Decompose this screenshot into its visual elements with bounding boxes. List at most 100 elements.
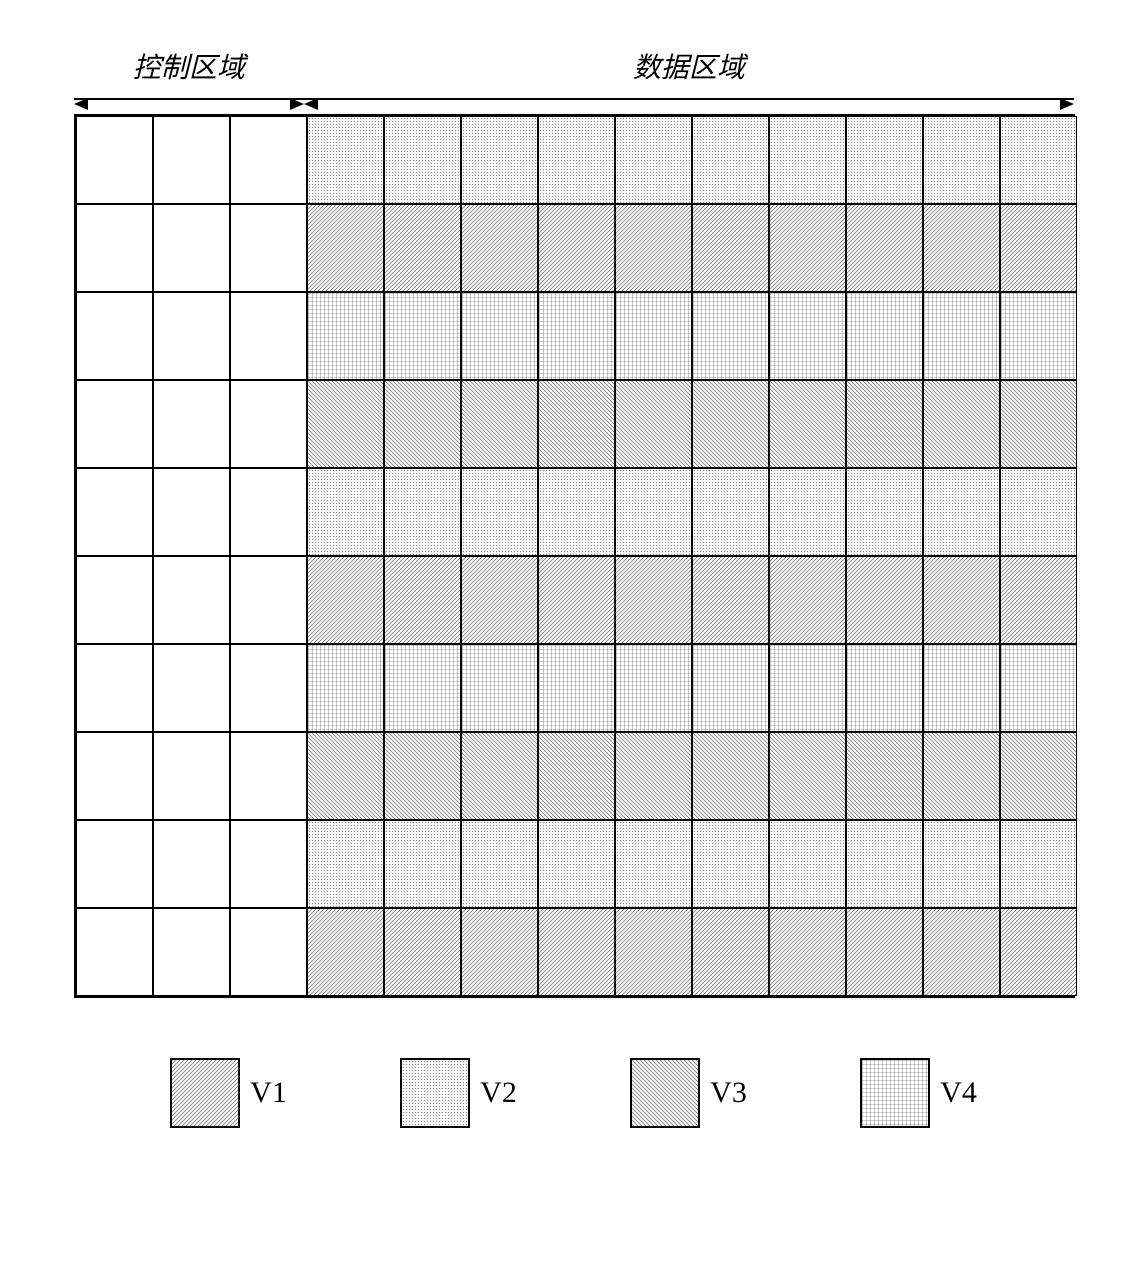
v1-pattern-fill xyxy=(847,205,922,291)
data-cell xyxy=(846,908,923,996)
v2-pattern-fill xyxy=(308,821,383,907)
v3-pattern-fill xyxy=(539,381,614,467)
v2-pattern-fill xyxy=(770,821,845,907)
data-cell xyxy=(384,292,461,380)
data-cell xyxy=(769,908,846,996)
v2-pattern-fill xyxy=(847,117,922,203)
data-cell xyxy=(846,644,923,732)
arrow-line xyxy=(74,98,305,100)
v1-pattern-fill xyxy=(770,557,845,643)
legend-label: V3 xyxy=(710,1076,747,1110)
data-cell xyxy=(538,908,615,996)
v4-pattern-fill xyxy=(462,645,537,731)
legend-item-v2: V2 xyxy=(400,1058,517,1128)
data-cell xyxy=(692,468,769,556)
v1-pattern-fill xyxy=(308,909,383,995)
data-cell xyxy=(615,292,692,380)
v2-pattern-fill xyxy=(462,469,537,555)
data-cell xyxy=(307,556,384,644)
data-cell xyxy=(461,820,538,908)
data-cell xyxy=(923,204,1000,292)
data-cell xyxy=(461,732,538,820)
data-region-header: 数据区域 xyxy=(304,40,1073,106)
data-cell xyxy=(923,908,1000,996)
data-cell xyxy=(538,820,615,908)
data-cell xyxy=(692,116,769,204)
v1-pattern-fill xyxy=(462,557,537,643)
data-cell xyxy=(384,644,461,732)
v1-pattern-fill xyxy=(385,557,460,643)
arrow-head-right xyxy=(290,98,304,110)
v3-pattern-fill xyxy=(539,733,614,819)
v2-pattern-fill xyxy=(693,117,768,203)
data-cell xyxy=(384,820,461,908)
data-cell xyxy=(538,204,615,292)
data-cell xyxy=(384,468,461,556)
v2-pattern-fill xyxy=(462,117,537,203)
v2-pattern-fill xyxy=(924,469,999,555)
v4-pattern-fill xyxy=(308,645,383,731)
data-cell xyxy=(769,116,846,204)
v4-pattern-fill xyxy=(693,645,768,731)
v3-pattern-fill xyxy=(770,381,845,467)
data-cell xyxy=(538,468,615,556)
v2-pattern-fill xyxy=(385,469,460,555)
data-cell xyxy=(769,292,846,380)
control-cell xyxy=(76,644,153,732)
v4-pattern-fill xyxy=(539,645,614,731)
data-cell xyxy=(1000,380,1077,468)
legend-swatch xyxy=(170,1058,240,1128)
data-cell xyxy=(846,380,923,468)
data-cell xyxy=(307,820,384,908)
v2-pattern-fill xyxy=(1001,117,1076,203)
v2-pattern-fill xyxy=(539,469,614,555)
v2-pattern-fill xyxy=(539,821,614,907)
legend-swatch xyxy=(400,1058,470,1128)
v2-pattern-fill xyxy=(308,469,383,555)
control-cell xyxy=(153,556,230,644)
v4-pattern-fill xyxy=(616,293,691,379)
data-cell xyxy=(923,644,1000,732)
data-cell xyxy=(769,556,846,644)
control-cell xyxy=(76,820,153,908)
v4-pattern-fill xyxy=(385,645,460,731)
v2-pattern-fill xyxy=(693,469,768,555)
control-cell xyxy=(230,644,307,732)
v1-pattern-fill xyxy=(770,909,845,995)
control-cell xyxy=(230,116,307,204)
legend-item-v1: V1 xyxy=(170,1058,287,1128)
data-cell xyxy=(615,732,692,820)
data-region-label: 数据区域 xyxy=(633,53,745,84)
data-cell xyxy=(1000,204,1077,292)
control-cell xyxy=(230,732,307,820)
v3-pattern-fill xyxy=(847,733,922,819)
v1-pattern-fill xyxy=(308,557,383,643)
data-cell xyxy=(769,644,846,732)
data-cell xyxy=(1000,292,1077,380)
data-cell xyxy=(923,380,1000,468)
control-cell xyxy=(76,556,153,644)
v1-pattern-fill xyxy=(693,909,768,995)
control-cell xyxy=(230,820,307,908)
v1-pattern-fill xyxy=(770,205,845,291)
control-cell xyxy=(153,644,230,732)
v3-pattern-fill xyxy=(1001,381,1076,467)
v1-pattern-fill xyxy=(385,205,460,291)
data-cell xyxy=(692,380,769,468)
data-cell xyxy=(615,556,692,644)
v4-swatch-icon xyxy=(862,1060,928,1126)
control-cell xyxy=(153,204,230,292)
legend: V1V2V3V4 xyxy=(74,1058,1074,1128)
v3-pattern-fill xyxy=(385,733,460,819)
v2-pattern-fill xyxy=(1001,821,1076,907)
control-cell xyxy=(230,292,307,380)
v1-pattern-fill xyxy=(693,557,768,643)
control-cell xyxy=(76,116,153,204)
data-cell xyxy=(461,556,538,644)
v2-pattern-fill xyxy=(770,469,845,555)
v1-pattern-fill xyxy=(616,205,691,291)
control-cell xyxy=(153,116,230,204)
legend-label: V1 xyxy=(250,1076,287,1110)
data-cell xyxy=(538,732,615,820)
v3-pattern-fill xyxy=(385,381,460,467)
